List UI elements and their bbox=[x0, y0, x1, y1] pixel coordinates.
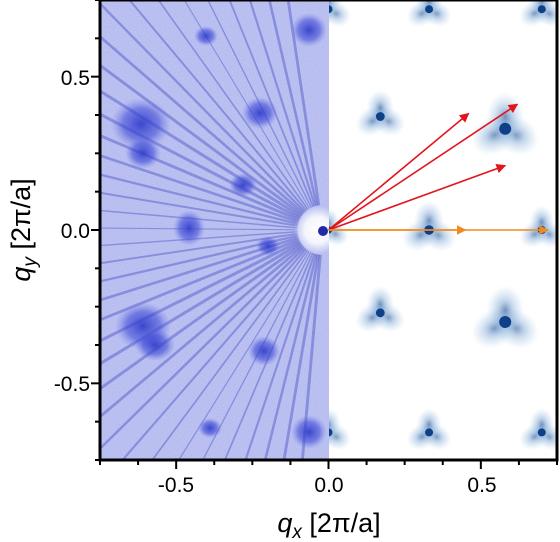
streak bbox=[100, 232, 298, 265]
streak bbox=[100, 209, 298, 229]
streak bbox=[178, 250, 310, 460]
red-arrow bbox=[328, 164, 507, 231]
x-tick-label: 0.5 bbox=[467, 474, 496, 497]
streak bbox=[228, 0, 314, 208]
streak bbox=[100, 238, 300, 322]
streak bbox=[100, 34, 305, 215]
streak bbox=[100, 243, 303, 391]
streak bbox=[100, 227, 298, 231]
red-arrow bbox=[328, 103, 519, 231]
streak bbox=[100, 173, 299, 226]
y-tick-label: 0.5 bbox=[61, 67, 90, 90]
simulated-feature bbox=[401, 199, 457, 252]
streak bbox=[202, 251, 312, 460]
x-axis-symbol: q bbox=[277, 508, 292, 538]
y-axis-subscript: y bbox=[20, 256, 41, 269]
y-axis-symbol: q bbox=[6, 267, 36, 282]
streak bbox=[100, 234, 299, 283]
streak bbox=[100, 246, 306, 451]
scattering-vectors bbox=[327, 103, 549, 235]
simulated-feature bbox=[470, 91, 540, 156]
streak bbox=[100, 231, 298, 247]
streak bbox=[268, 0, 319, 206]
x-tick-label: -0.5 bbox=[158, 474, 194, 497]
red-arrow bbox=[327, 112, 470, 231]
streak bbox=[282, 254, 320, 460]
x-tick-label: 0.0 bbox=[314, 474, 343, 497]
streak bbox=[100, 112, 302, 220]
x-axis-units: [2π/a] bbox=[302, 508, 381, 538]
streak bbox=[100, 236, 300, 302]
simulated-feature bbox=[329, 0, 352, 28]
streak bbox=[100, 1, 306, 214]
streak bbox=[100, 154, 300, 224]
y-tick-label: 0.0 bbox=[61, 220, 90, 243]
y-axis-label: qy [2π/a] bbox=[6, 178, 41, 281]
streak bbox=[100, 239, 301, 343]
measured-map bbox=[100, 0, 329, 460]
streak bbox=[300, 254, 322, 460]
simulated-feature bbox=[470, 284, 540, 350]
streak bbox=[263, 253, 318, 460]
y-axis-units: [2π/a] bbox=[6, 178, 36, 257]
x-axis-label: qx [2π/a] bbox=[277, 508, 380, 542]
simulated-feature bbox=[406, 407, 453, 451]
simulated-feature bbox=[329, 407, 352, 451]
simulated-feature bbox=[354, 89, 406, 137]
streak bbox=[207, 0, 312, 208]
streak bbox=[183, 0, 311, 209]
streak bbox=[121, 248, 307, 460]
streak bbox=[157, 0, 309, 211]
streak bbox=[100, 133, 301, 222]
x-axis-subscript: x bbox=[291, 522, 303, 542]
streak bbox=[286, 0, 321, 206]
streak bbox=[128, 0, 308, 212]
y-tick-label: -0.5 bbox=[54, 373, 90, 396]
simulated-feature bbox=[354, 285, 406, 333]
streak bbox=[100, 191, 299, 227]
streak bbox=[223, 252, 314, 460]
streak bbox=[100, 89, 303, 219]
streak bbox=[151, 249, 309, 460]
streak bbox=[100, 245, 305, 419]
streak bbox=[248, 0, 317, 207]
streak bbox=[100, 63, 304, 217]
streak bbox=[244, 253, 316, 460]
